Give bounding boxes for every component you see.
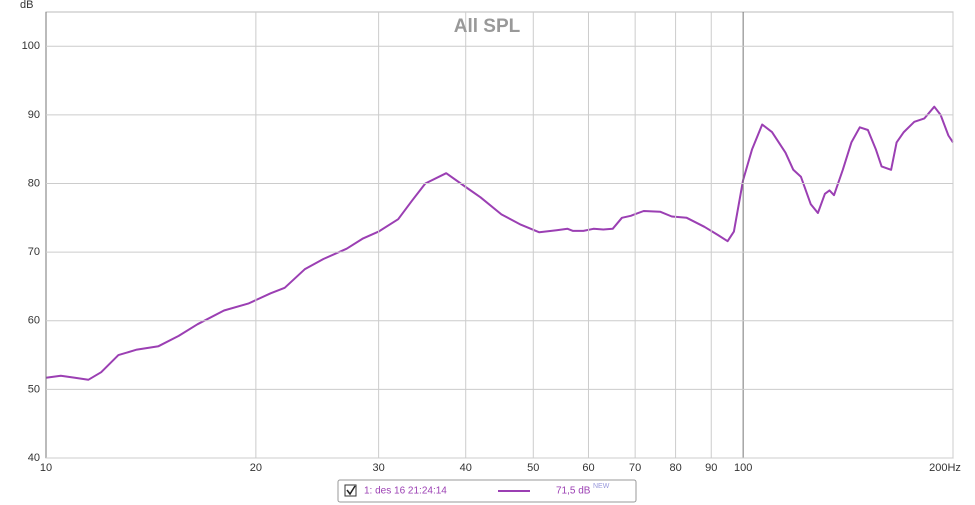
- legend-box: [337, 479, 637, 503]
- x-tick-label: 90: [705, 462, 717, 474]
- x-tick-label: 80: [669, 462, 681, 474]
- x-tick-label: 30: [372, 462, 384, 474]
- y-tick-label: 40: [28, 452, 40, 464]
- legend-checkbox[interactable]: [344, 484, 357, 497]
- series-line: [45, 105, 954, 381]
- legend-label: 1: des 16 21:24:14: [364, 486, 447, 497]
- y-tick-label: 90: [28, 109, 40, 121]
- legend-badge: NEW: [593, 483, 610, 490]
- plot-frame: [45, 11, 954, 459]
- x-tick-label: 10: [40, 462, 52, 474]
- chart-title: All SPL: [454, 16, 521, 37]
- y-tick-label: 60: [28, 315, 40, 327]
- x-tick-label: 200Hz: [929, 462, 961, 474]
- x-tick-label: 100: [734, 462, 752, 474]
- x-tick-label: 50: [527, 462, 539, 474]
- y-axis-label: dB: [20, 0, 33, 11]
- legend-value: 71,5 dB: [556, 486, 591, 497]
- y-tick-label: 80: [28, 177, 40, 189]
- legend: 1: des 16 21:24:14 71,5 dB NEW: [337, 479, 637, 503]
- x-tick-label: 70: [629, 462, 641, 474]
- y-tick-label: 50: [28, 383, 40, 395]
- x-tick-label: 40: [460, 462, 472, 474]
- y-tick-label: 100: [22, 40, 40, 52]
- x-tick-label: 20: [250, 462, 262, 474]
- y-tick-label: 70: [28, 246, 40, 258]
- check-mark: [346, 485, 356, 496]
- x-tick-label: 60: [582, 462, 594, 474]
